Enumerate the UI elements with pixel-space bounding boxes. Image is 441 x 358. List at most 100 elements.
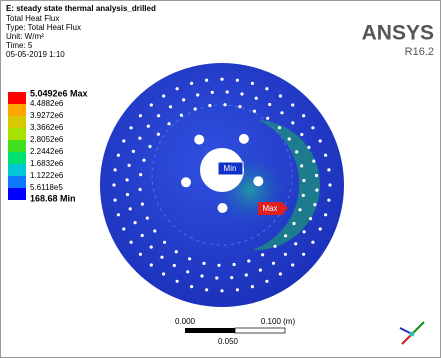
header-line: 05-05-2019 1:10 bbox=[6, 50, 65, 59]
drill-hole bbox=[176, 87, 179, 90]
legend-swatch bbox=[8, 104, 26, 116]
drill-hole bbox=[236, 79, 239, 82]
drill-hole bbox=[245, 273, 248, 276]
drill-hole bbox=[272, 262, 275, 265]
max-probe: Max bbox=[258, 202, 288, 215]
legend-swatch bbox=[8, 140, 26, 152]
drill-hole bbox=[280, 111, 283, 114]
drill-hole bbox=[226, 90, 229, 93]
drill-hole bbox=[294, 242, 297, 245]
drill-hole bbox=[291, 103, 294, 106]
drill-hole bbox=[324, 213, 327, 216]
drill-hole bbox=[182, 98, 185, 101]
legend-swatch bbox=[8, 116, 26, 128]
drill-hole bbox=[147, 125, 150, 128]
drill-hole bbox=[302, 179, 305, 182]
drill-hole bbox=[134, 221, 137, 224]
header-line: Total Heat Flux bbox=[6, 14, 59, 23]
drill-hole bbox=[142, 159, 145, 162]
drill-hole bbox=[146, 217, 149, 220]
drill-hole bbox=[150, 246, 153, 249]
drill-hole bbox=[319, 139, 322, 142]
drill-hole bbox=[117, 154, 120, 157]
bolt-hole bbox=[181, 177, 191, 187]
drill-hole bbox=[202, 262, 205, 265]
drill-hole bbox=[251, 82, 254, 85]
drill-hole bbox=[194, 107, 197, 110]
legend-label: 4.4882e6 bbox=[30, 99, 64, 108]
drill-hole bbox=[205, 79, 208, 82]
drill-hole bbox=[233, 263, 236, 266]
drill-hole bbox=[117, 213, 120, 216]
legend-label: 1.1222e6 bbox=[30, 171, 64, 180]
scale-right: 0.100 (m) bbox=[261, 317, 296, 326]
drill-hole bbox=[247, 259, 250, 262]
drill-hole bbox=[295, 150, 298, 153]
drill-hole bbox=[292, 222, 295, 225]
legend-swatch bbox=[8, 92, 26, 104]
drill-hole bbox=[236, 288, 239, 291]
drill-hole bbox=[130, 241, 133, 244]
drill-hole bbox=[284, 234, 287, 237]
drill-hole bbox=[122, 227, 125, 230]
legend-swatch bbox=[8, 128, 26, 140]
drill-hole bbox=[139, 114, 142, 117]
drill-hole bbox=[169, 105, 172, 108]
drill-hole bbox=[175, 250, 178, 253]
drill-hole bbox=[253, 110, 256, 113]
drill-hole bbox=[163, 241, 166, 244]
drill-hole bbox=[311, 241, 314, 244]
drill-hole bbox=[279, 94, 282, 97]
drill-hole bbox=[157, 114, 160, 117]
legend-label: 1.6832e6 bbox=[30, 159, 64, 168]
scale-white bbox=[235, 328, 285, 333]
drill-hole bbox=[220, 78, 223, 81]
drill-hole bbox=[327, 199, 330, 202]
drill-hole bbox=[186, 270, 189, 273]
legend-swatch bbox=[8, 188, 26, 200]
scale-left: 0.000 bbox=[175, 317, 196, 326]
drill-hole bbox=[265, 87, 268, 90]
drill-hole bbox=[114, 168, 117, 171]
drill-hole bbox=[309, 217, 312, 220]
legend-swatch bbox=[8, 176, 26, 188]
min-probe: Min bbox=[218, 162, 243, 175]
drill-hole bbox=[188, 257, 191, 260]
drill-hole bbox=[138, 137, 141, 140]
drill-hole bbox=[208, 104, 211, 107]
drill-hole bbox=[211, 91, 214, 94]
drill-hole bbox=[327, 168, 330, 171]
drill-hole bbox=[139, 253, 142, 256]
drill-hole bbox=[240, 92, 243, 95]
drill-hole bbox=[291, 121, 294, 124]
legend-label: 2.8052e6 bbox=[30, 135, 64, 144]
drill-hole bbox=[291, 263, 294, 266]
drill-hole bbox=[268, 103, 271, 106]
drill-hole bbox=[190, 82, 193, 85]
drill-hole bbox=[259, 269, 262, 272]
drill-hole bbox=[220, 289, 223, 292]
drill-hole bbox=[302, 253, 305, 256]
max-label: Max bbox=[262, 204, 277, 213]
drill-hole bbox=[114, 199, 117, 202]
header-line: Time: 5 bbox=[6, 41, 33, 50]
drill-hole bbox=[180, 114, 183, 117]
drill-hole bbox=[130, 126, 133, 129]
model bbox=[100, 63, 344, 307]
header-line: Unit: W/m² bbox=[6, 32, 44, 41]
legend-label: 168.68 Min bbox=[30, 193, 76, 203]
drill-hole bbox=[160, 256, 163, 259]
scale-middle: 0.050 bbox=[218, 337, 239, 346]
drill-hole bbox=[261, 253, 264, 256]
drill-hole bbox=[315, 174, 318, 177]
drill-hole bbox=[196, 93, 199, 96]
drill-hole bbox=[278, 126, 281, 129]
drill-hole bbox=[215, 276, 218, 279]
drill-hole bbox=[176, 280, 179, 283]
drill-hole bbox=[162, 272, 165, 275]
drill-hole bbox=[223, 103, 226, 106]
drill-hole bbox=[128, 164, 131, 167]
drill-hole bbox=[238, 105, 241, 108]
viewport: E: steady state thermal analysis_drilled… bbox=[0, 0, 441, 358]
drill-hole bbox=[255, 97, 258, 100]
